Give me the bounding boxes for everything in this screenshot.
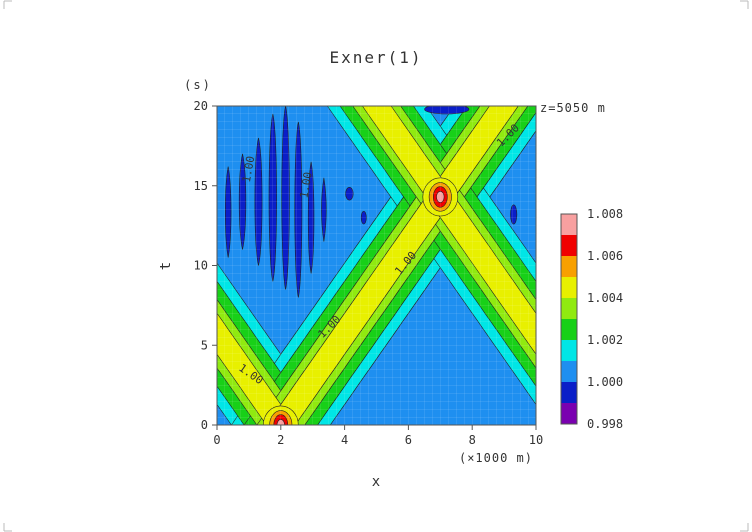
x-tick-label: 4 [341, 433, 348, 447]
colorbar-swatch [561, 403, 577, 424]
colorbar-tick-label: 1.008 [587, 207, 623, 221]
y-tick-label: 0 [201, 418, 208, 432]
y-axis-ticks: 0 5 10 15 20 [194, 99, 217, 432]
colorbar-tick-label: 1.002 [587, 333, 623, 347]
colorbar-frame [560, 213, 578, 425]
chart-title: Exner(1) [329, 48, 422, 67]
crop-marks [3, 0, 749, 532]
colorbar-swatch [561, 382, 577, 403]
x-axis-ticks: 0 2 4 6 8 10 [213, 425, 543, 447]
x-tick-label: 6 [405, 433, 412, 447]
y-tick-label: 15 [194, 179, 208, 193]
x-tick-label: 10 [529, 433, 543, 447]
colorbar-tick-label: 1.004 [587, 291, 623, 305]
colorbar-swatch [561, 256, 577, 277]
colorbar-swatch [561, 277, 577, 298]
colorbar-swatch [561, 340, 577, 361]
x-tick-label: 8 [469, 433, 476, 447]
y-axis-unit: (s) [184, 78, 212, 92]
x-axis-label: x [372, 474, 380, 490]
annotation-z: z=5050 m [540, 101, 606, 115]
contour-plot [217, 106, 536, 425]
colorbar-swatch [561, 319, 577, 340]
x-tick-label: 2 [277, 433, 284, 447]
colorbar-swatch [561, 214, 577, 235]
y-tick-label: 10 [194, 259, 208, 273]
y-tick-label: 20 [194, 99, 208, 113]
contour-label: 1.00 [240, 155, 257, 183]
colorbar-swatch [561, 298, 577, 319]
grid-overlay [217, 106, 536, 425]
colorbar: 0.998 1.000 1.002 1.004 1.006 1.008 [560, 207, 623, 431]
y-axis-label: t [158, 262, 174, 270]
y-tick-label: 5 [201, 338, 208, 352]
colorbar-tick-label: 1.006 [587, 249, 623, 263]
colorbar-tick-label: 0.998 [587, 417, 623, 431]
x-tick-label: 0 [213, 433, 220, 447]
colorbar-swatch [561, 235, 577, 256]
colorbar-swatch [561, 361, 577, 382]
contour-label: 1.00 [297, 171, 314, 199]
colorbar-tick-label: 1.000 [587, 375, 623, 389]
x-axis-unit: (×1000 m) [459, 451, 533, 465]
